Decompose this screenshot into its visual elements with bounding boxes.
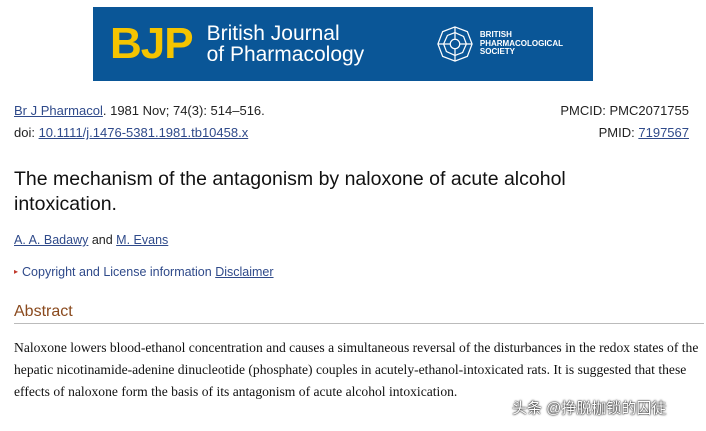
- society-line: SOCIETY: [479, 47, 516, 57]
- bjp-logo: BJP: [110, 19, 194, 68]
- copyright-row: ▸ Copyright and License information Discl…: [14, 265, 274, 279]
- pmid: PMID: 7197567: [599, 125, 689, 140]
- citation-details: . 1981 Nov; 74(3): 514–516.: [102, 103, 265, 118]
- pmcid: PMCID: PMC2071755: [560, 103, 689, 118]
- authors: A. A. Badawy and M. Evans: [14, 233, 168, 247]
- article-title: The mechanism of the antagonism by nalox…: [14, 168, 566, 215]
- abstract-heading: Abstract: [14, 303, 704, 324]
- journal-name-line2: of Pharmacology: [206, 43, 365, 66]
- author-link[interactable]: A. A. Badawy: [14, 233, 89, 247]
- citation: Br J Pharmacol. 1981 Nov; 74(3): 514–516…: [14, 103, 265, 118]
- society-emblem-icon: [437, 26, 473, 62]
- journal-name-line1: British Journal: [206, 22, 340, 45]
- watermark: 头条 @挣脱枷锁的囚徒: [512, 400, 667, 417]
- journal-name: British Journal of Pharmacology: [207, 23, 365, 65]
- triangle-right-icon[interactable]: ▸: [14, 267, 19, 276]
- society-line: BRITISH: [479, 30, 512, 40]
- society-line: PHARMACOLOGICAL: [479, 38, 563, 48]
- disclaimer-link[interactable]: Disclaimer: [215, 265, 274, 279]
- authors-and: and: [88, 233, 117, 247]
- doi-label: doi:: [14, 125, 39, 140]
- copyright-toggle[interactable]: Copyright and License information: [22, 265, 212, 279]
- author-link[interactable]: M. Evans: [116, 233, 169, 247]
- society-logo: BRITISH PHARMACOLOGICAL SOCIETY: [436, 25, 563, 63]
- abstract-text: Naloxone lowers blood-ethanol concentrat…: [14, 340, 699, 399]
- journal-link[interactable]: Br J Pharmacol: [14, 103, 103, 118]
- doi-link[interactable]: 10.1111/j.1476-5381.1981.tb10458.x: [38, 125, 249, 140]
- pmid-link[interactable]: 7197567: [638, 125, 689, 140]
- pmid-label: PMID:: [598, 125, 639, 140]
- doi: doi: 10.1111/j.1476-5381.1981.tb10458.x: [14, 125, 248, 140]
- journal-banner[interactable]: BJP British Journal of Pharmacology BRIT…: [93, 7, 593, 81]
